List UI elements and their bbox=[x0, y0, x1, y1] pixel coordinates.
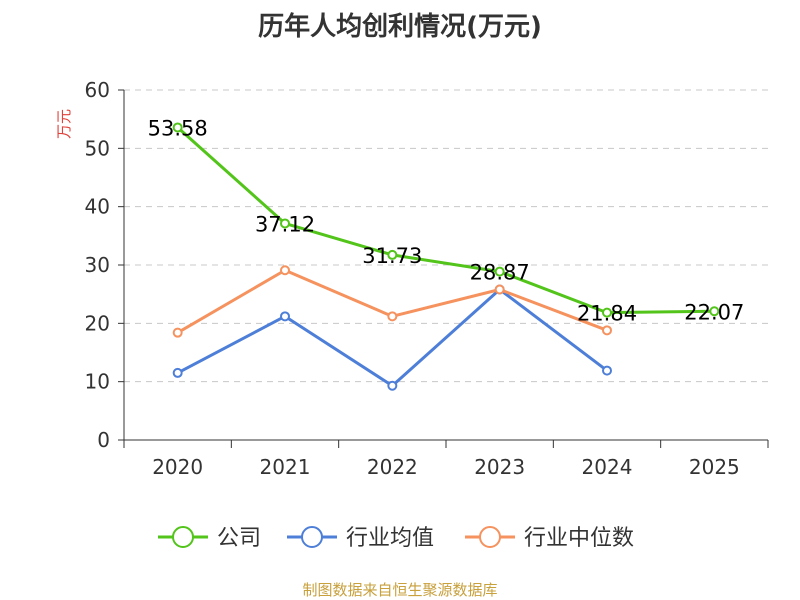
data-point bbox=[602, 325, 612, 336]
data-label: 28.87 bbox=[470, 261, 530, 285]
y-tick-label: 40 bbox=[85, 195, 110, 219]
data-label-layer: 53.58 37.12 31.73 28.87 21.84 22.07 bbox=[148, 116, 745, 325]
legend: 公司 行业均值 行业中位数 bbox=[158, 526, 634, 551]
chart-title: 历年人均创利情况(万元) bbox=[258, 12, 542, 42]
legend-item-0: 公司 bbox=[158, 526, 261, 551]
data-label: 22.07 bbox=[684, 300, 744, 324]
y-tick-label: 10 bbox=[85, 370, 110, 394]
grid-layer bbox=[124, 89, 768, 383]
data-point bbox=[602, 365, 612, 376]
y-tick-label: 50 bbox=[85, 136, 110, 160]
data-point bbox=[280, 311, 290, 322]
source-note: 制图数据来自恒生聚源数据库 bbox=[302, 581, 498, 599]
series-line-0 bbox=[176, 126, 715, 315]
data-point bbox=[172, 122, 183, 133]
data-point bbox=[172, 327, 183, 338]
data-point bbox=[280, 265, 290, 276]
x-tick-label: 2023 bbox=[474, 455, 525, 479]
data-label: 53.58 bbox=[148, 116, 208, 140]
legend-marker bbox=[301, 526, 323, 548]
y-tick-label: 20 bbox=[85, 311, 110, 335]
x-tick-label: 2022 bbox=[367, 455, 418, 479]
y-tick-label: 30 bbox=[85, 253, 110, 277]
data-label: 37.12 bbox=[255, 212, 315, 236]
x-tick-label: 2020 bbox=[152, 455, 203, 479]
data-point bbox=[387, 380, 398, 391]
axis-layer: 0 10 20 30 40 50 60 2020 2021 2022 2023 2024 2025 万元 bbox=[55, 78, 769, 479]
data-point bbox=[172, 367, 183, 378]
data-point bbox=[280, 218, 290, 229]
data-point bbox=[387, 311, 398, 322]
data-point bbox=[709, 306, 720, 317]
x-tick-label: 2025 bbox=[689, 455, 740, 479]
x-tick-label: 2021 bbox=[260, 455, 311, 479]
data-point bbox=[494, 284, 505, 295]
data-point bbox=[387, 249, 398, 260]
y-tick-label: 60 bbox=[85, 78, 110, 102]
data-label: 31.73 bbox=[362, 244, 422, 268]
legend-label: 公司 bbox=[217, 526, 261, 551]
legend-item-2: 行业中位数 bbox=[465, 526, 634, 551]
y-tick-label: 0 bbox=[97, 428, 110, 452]
legend-label: 行业均值 bbox=[346, 526, 434, 551]
legend-marker bbox=[172, 526, 194, 548]
data-point bbox=[602, 307, 612, 318]
legend-marker bbox=[479, 526, 501, 548]
data-label: 21.84 bbox=[577, 302, 637, 326]
y-axis-title: 万元 bbox=[55, 109, 73, 139]
legend-item-1: 行业均值 bbox=[287, 526, 434, 551]
legend-label: 行业中位数 bbox=[524, 526, 634, 551]
x-tick-label: 2024 bbox=[582, 455, 633, 479]
data-point bbox=[494, 266, 505, 277]
series-line-1 bbox=[176, 288, 608, 388]
series-layer bbox=[172, 122, 720, 391]
